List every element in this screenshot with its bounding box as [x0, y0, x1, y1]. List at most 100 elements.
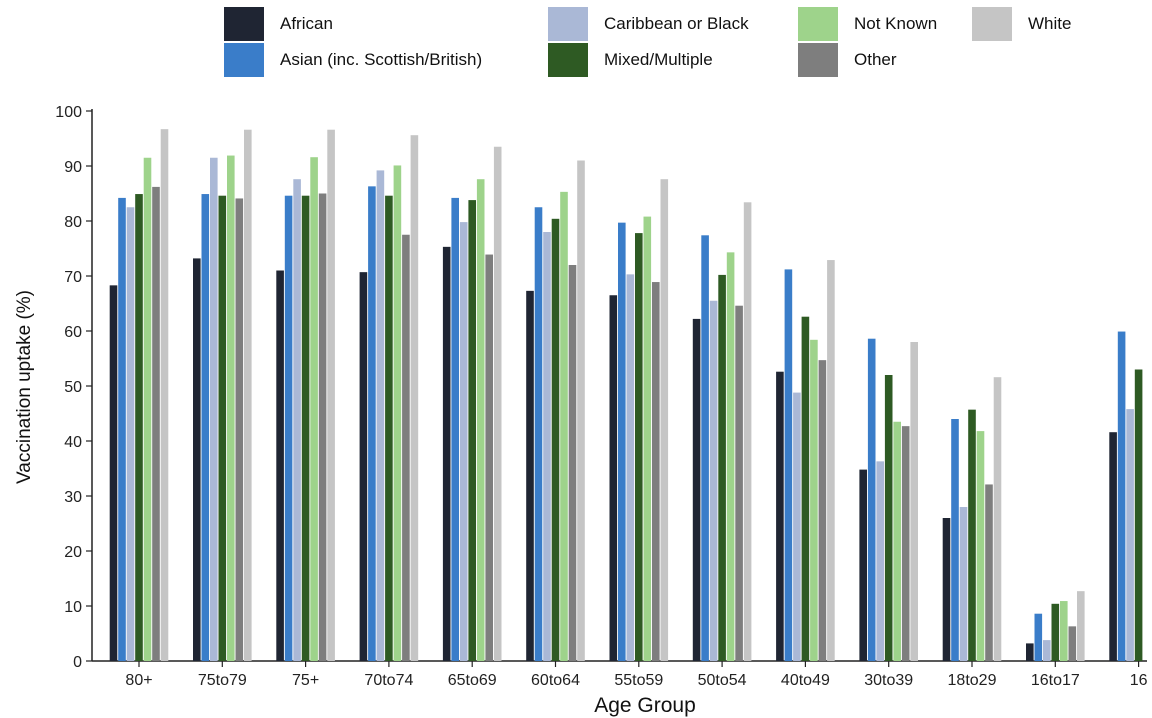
- x-tick-label: 16to17: [1031, 672, 1080, 689]
- bar: [534, 207, 543, 661]
- bar: [201, 194, 210, 662]
- y-tick-label: 70: [64, 269, 82, 286]
- legend-swatch-white: [972, 7, 1012, 41]
- bar: [310, 157, 318, 661]
- bar: [493, 146, 502, 661]
- x-tick-label: 18to29: [948, 672, 997, 689]
- legend-item-other: Other: [798, 43, 897, 77]
- bar: [1043, 640, 1051, 661]
- legend-item-caribbean-or-black: Caribbean or Black: [548, 7, 749, 41]
- bar: [951, 419, 959, 661]
- legend-label-other: Other: [854, 50, 897, 69]
- bar: [827, 260, 835, 661]
- bar: [568, 265, 577, 661]
- legend-swatch-mixed-multiple: [548, 43, 588, 77]
- bar: [385, 195, 393, 661]
- x-tick-label: 65to69: [448, 672, 497, 689]
- bar: [859, 469, 867, 661]
- bar: [109, 285, 118, 661]
- bar: [660, 179, 669, 661]
- bar: [793, 392, 801, 661]
- bar: [327, 129, 335, 661]
- y-tick-label: 80: [64, 214, 82, 231]
- bar: [1026, 643, 1034, 661]
- bar: [135, 194, 143, 662]
- x-tick-label: 30to39: [864, 672, 913, 689]
- bar: [709, 300, 718, 661]
- chart-legend: African Asian (inc. Scottish/British) Ca…: [0, 0, 1152, 90]
- legend-item-mixed-multiple: Mixed/Multiple: [548, 43, 713, 77]
- bar: [1060, 601, 1068, 661]
- x-tick-label: 16: [1130, 672, 1148, 689]
- bar: [301, 195, 310, 661]
- y-tick-label: 30: [64, 489, 82, 506]
- bar: [867, 338, 876, 661]
- bar: [976, 431, 985, 661]
- bar: [1134, 369, 1143, 661]
- legend-item-asian: Asian (inc. Scottish/British): [224, 43, 482, 77]
- y-tick-label: 60: [64, 324, 82, 341]
- legend-label-african: African: [280, 14, 333, 33]
- x-tick-label: 60to64: [531, 672, 580, 689]
- legend-label-white: White: [1028, 14, 1072, 33]
- bar: [692, 318, 701, 661]
- bar: [652, 282, 660, 661]
- bar: [735, 305, 743, 661]
- legend-label-caribbean-or-black: Caribbean or Black: [604, 14, 749, 33]
- x-tick-label: 75to79: [198, 672, 247, 689]
- bar: [526, 290, 534, 661]
- bar: [210, 157, 218, 661]
- bar: [485, 254, 493, 662]
- bar: [468, 200, 476, 661]
- bar: [368, 186, 376, 661]
- bar: [884, 375, 893, 661]
- x-tick-label: 80+: [125, 672, 152, 689]
- bar: [376, 170, 385, 661]
- bar: [910, 342, 918, 661]
- y-tick-label: 90: [64, 159, 82, 176]
- legend-item-not-known: Not Known: [798, 7, 937, 41]
- bar: [118, 197, 126, 661]
- bar: [284, 195, 293, 661]
- bar: [393, 165, 402, 661]
- bar: [784, 269, 793, 661]
- bar: [1051, 603, 1060, 661]
- bar: [609, 295, 618, 661]
- bar: [801, 316, 810, 661]
- bar: [1077, 591, 1085, 661]
- bar: [718, 274, 726, 661]
- bar: [776, 371, 784, 661]
- y-axis-title: Vaccination uptake (%): [14, 290, 35, 484]
- bar: [543, 232, 551, 661]
- bar: [985, 484, 993, 661]
- bar: [218, 195, 227, 661]
- bar: [818, 360, 827, 661]
- bar: [626, 274, 635, 661]
- legend-label-mixed-multiple: Mixed/Multiple: [604, 50, 713, 69]
- bar: [993, 377, 1002, 661]
- bar: [244, 129, 252, 661]
- bar: [152, 186, 160, 661]
- y-tick-label: 0: [73, 654, 82, 671]
- bar: [451, 197, 459, 661]
- bar: [942, 518, 951, 661]
- legend-label-asian: Asian (inc. Scottish/British): [280, 50, 483, 69]
- x-axis-title: Age Group: [594, 694, 696, 717]
- legend-swatch-african: [224, 7, 264, 41]
- x-tick-label: 75+: [292, 672, 319, 689]
- bar: [410, 135, 419, 661]
- bar: [359, 272, 368, 661]
- bar: [143, 157, 152, 661]
- legend-label-not-known: Not Known: [854, 14, 938, 33]
- bar: [459, 222, 468, 661]
- legend-swatch-other: [798, 43, 838, 77]
- bar: [318, 193, 327, 661]
- bar: [235, 198, 244, 661]
- x-tick-label: 70to74: [364, 672, 413, 689]
- bar: [1117, 331, 1126, 661]
- bar: [618, 222, 626, 661]
- x-tick-label: 50to54: [698, 672, 747, 689]
- bar: [959, 507, 968, 661]
- legend-swatch-asian: [224, 43, 264, 77]
- x-tick-label: 40to49: [781, 672, 830, 689]
